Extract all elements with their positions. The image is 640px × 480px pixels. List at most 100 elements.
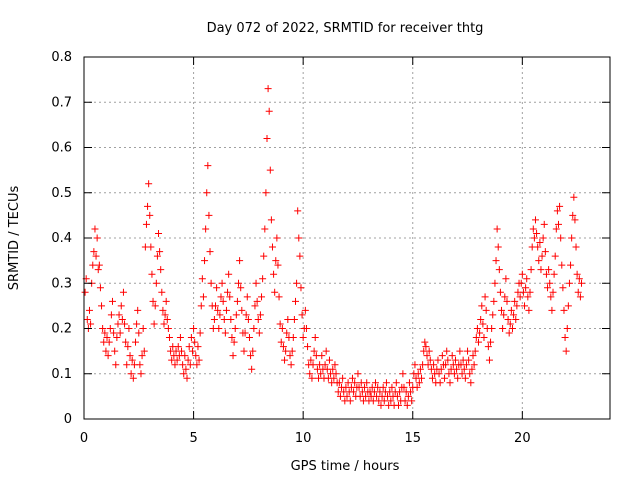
x-tick-label: 0: [80, 431, 88, 446]
data-point: [155, 230, 162, 237]
data-point: [153, 280, 160, 287]
data-point: [261, 225, 268, 232]
data-point: [323, 348, 330, 355]
data-point: [269, 244, 276, 251]
y-axis-label: SRMTID / TECUs: [7, 186, 22, 291]
data-point: [570, 194, 577, 201]
y-tick-label: 0.4: [51, 231, 72, 246]
data-point: [253, 280, 260, 287]
data-point: [136, 361, 143, 368]
data-point: [199, 275, 206, 282]
data-point: [530, 225, 537, 232]
data-point: [84, 316, 91, 323]
data-point: [304, 343, 311, 350]
data-point: [276, 293, 283, 300]
data-point: [197, 330, 204, 337]
y-tick-label: 0.2: [51, 322, 72, 337]
data-point: [499, 325, 506, 332]
x-tick-label: 5: [189, 431, 197, 446]
data-point: [219, 280, 226, 287]
data-point: [256, 330, 263, 337]
data-point: [135, 330, 142, 337]
data-point: [258, 293, 265, 300]
y-tick-label: 0: [64, 412, 72, 427]
data-point: [148, 271, 155, 278]
data-point: [262, 189, 269, 196]
srmtid-chart: 00.10.20.30.40.50.60.70.80 5 10 15 20 Day 07…: [0, 0, 640, 480]
data-point: [494, 225, 501, 232]
data-point: [270, 271, 277, 278]
data-point: [551, 271, 558, 278]
data-point: [191, 339, 198, 346]
data-point: [540, 235, 547, 242]
data-point: [190, 325, 197, 332]
data-point: [265, 85, 272, 92]
data-point: [177, 334, 184, 341]
data-point: [488, 325, 495, 332]
data-point: [567, 262, 574, 269]
data-point: [573, 244, 580, 251]
data-point: [234, 298, 241, 305]
data-point: [264, 135, 271, 142]
data-point: [225, 271, 232, 278]
data-point: [271, 289, 278, 296]
data-point: [246, 334, 253, 341]
data-point: [266, 108, 273, 115]
data-point: [347, 397, 354, 404]
data-point: [221, 316, 228, 323]
data-point: [467, 379, 474, 386]
data-point: [222, 330, 229, 337]
data-point: [233, 311, 240, 318]
data-point: [326, 357, 333, 364]
data-point: [181, 352, 188, 359]
data-point: [339, 375, 346, 382]
data-point: [542, 248, 549, 255]
data-point: [295, 235, 302, 242]
data-point: [118, 302, 125, 309]
data-point: [502, 275, 509, 282]
data-point: [201, 257, 208, 264]
data-point: [559, 284, 566, 291]
data-point: [525, 307, 532, 314]
data-point: [496, 266, 503, 273]
data-point: [198, 302, 205, 309]
data-point: [250, 325, 257, 332]
data-point: [91, 225, 98, 232]
data-point: [293, 280, 300, 287]
data-point: [563, 348, 570, 355]
data-point: [354, 370, 361, 377]
y-tick-label: 0.6: [51, 141, 72, 156]
data-point: [519, 271, 526, 278]
data-point: [211, 316, 218, 323]
data-point: [134, 307, 141, 314]
data-point: [203, 189, 210, 196]
data-point: [227, 316, 234, 323]
data-point: [281, 357, 288, 364]
data-point: [478, 302, 485, 309]
data-point: [215, 325, 222, 332]
data-point: [96, 262, 103, 269]
data-points: [82, 85, 585, 409]
data-point: [132, 339, 139, 346]
data-point: [116, 311, 123, 318]
x-tick-label: 20: [514, 431, 531, 446]
data-point: [213, 284, 220, 291]
data-point: [565, 302, 572, 309]
data-point: [290, 334, 297, 341]
data-point: [110, 330, 117, 337]
data-point: [86, 307, 93, 314]
data-point: [560, 307, 567, 314]
data-point: [528, 266, 535, 273]
y-tick-label: 0.8: [51, 50, 72, 65]
data-point: [112, 361, 119, 368]
data-point: [489, 311, 496, 318]
data-point: [133, 320, 140, 327]
data-point: [205, 212, 212, 219]
data-point: [140, 325, 147, 332]
data-point: [568, 235, 575, 242]
data-point: [117, 330, 124, 337]
x-tick-label: 15: [404, 431, 421, 446]
x-axis-label: GPS time / hours: [291, 459, 400, 474]
data-point: [562, 334, 569, 341]
data-point: [548, 307, 555, 314]
